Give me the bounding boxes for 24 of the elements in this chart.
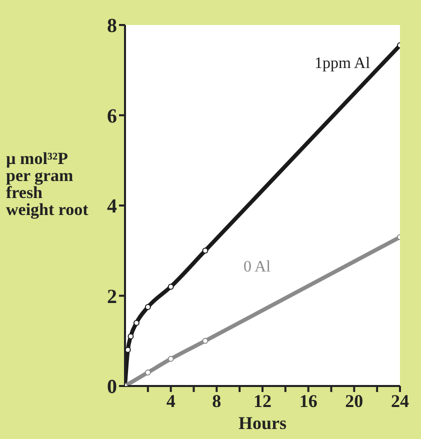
y-tick-label: 6 — [107, 105, 117, 128]
x-tick-label: 24 — [391, 390, 409, 411]
x-tick-label: 12 — [254, 390, 272, 411]
x-tick-label: 20 — [345, 390, 364, 411]
point — [133, 320, 140, 326]
x-tick-label: 4 — [166, 390, 176, 411]
x-tick-label: 8 — [212, 390, 222, 411]
point — [168, 356, 174, 362]
x-tick-label: 16 — [299, 390, 318, 411]
series-label: 0 Al — [243, 258, 272, 276]
point — [125, 346, 131, 353]
point — [202, 248, 208, 254]
x-axis-title: Hours — [238, 413, 287, 433]
y-tick-label: 8 — [107, 15, 117, 38]
point — [128, 333, 134, 340]
y-tick-label: 2 — [107, 286, 117, 308]
y-axis-title: µ mol³²P per gram fresh weight root — [6, 149, 90, 219]
y-tick-label: 4 — [107, 196, 117, 218]
point — [202, 338, 208, 344]
y-tick-label: 0 — [107, 376, 117, 398]
point — [144, 304, 151, 310]
point — [144, 369, 151, 376]
series-label: 1ppm Al — [314, 55, 371, 72]
point — [168, 284, 174, 290]
